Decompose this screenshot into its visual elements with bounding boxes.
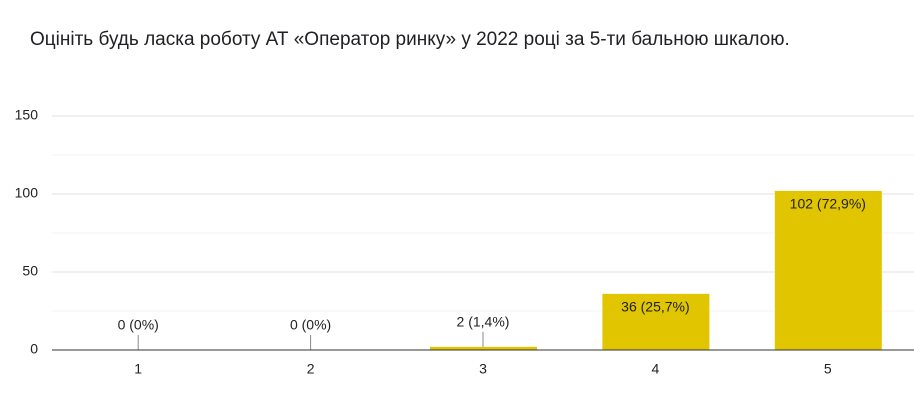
- x-tick-label: 3: [479, 361, 487, 377]
- value-label: 0 (0%): [290, 317, 331, 333]
- bar: [430, 346, 537, 350]
- value-label: 0 (0%): [118, 317, 159, 333]
- value-label: 102 (72,9%): [790, 196, 866, 212]
- chart-title: Оцініть будь ласка роботу АТ «Оператор р…: [30, 29, 790, 50]
- x-tick-label: 5: [824, 361, 832, 377]
- bar: [774, 190, 882, 350]
- x-tick-label: 4: [652, 361, 660, 377]
- y-tick-label: 0: [30, 341, 38, 357]
- x-tick-label: 2: [307, 361, 315, 377]
- x-tick-label: 1: [134, 361, 142, 377]
- y-tick-label: 150: [15, 107, 39, 123]
- value-label: 2 (1,4%): [457, 314, 510, 330]
- y-tick-label: 50: [22, 263, 38, 279]
- value-label: 36 (25,7%): [621, 299, 689, 315]
- y-tick-label: 100: [15, 185, 39, 201]
- bar: [602, 293, 710, 350]
